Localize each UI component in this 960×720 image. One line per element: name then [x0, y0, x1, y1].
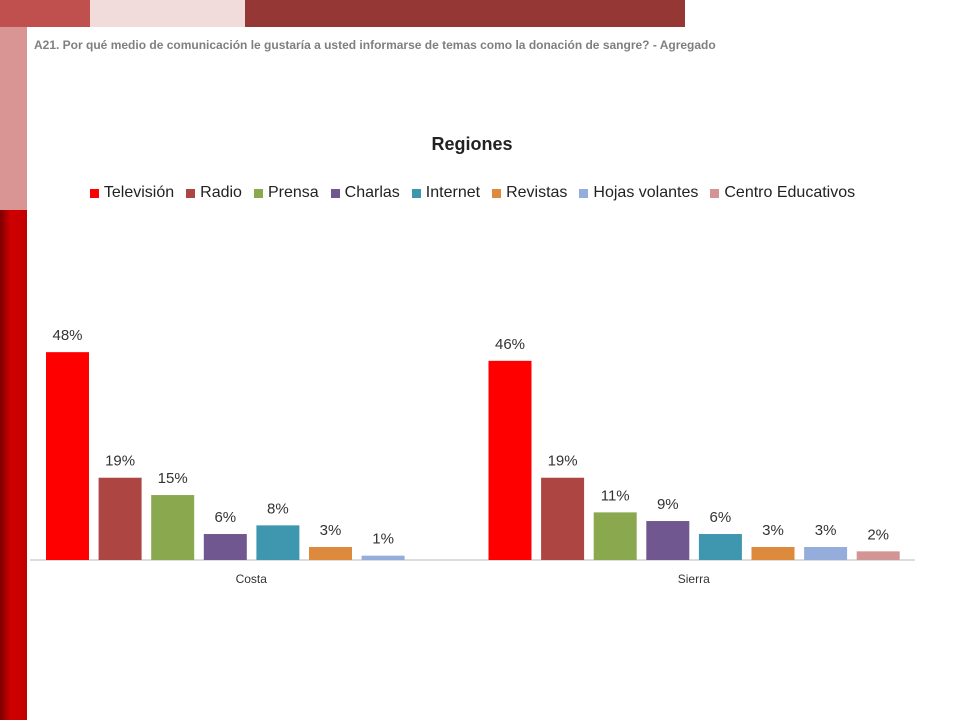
legend-label: Prensa — [267, 184, 319, 201]
bar — [751, 547, 795, 560]
legend-swatch — [186, 188, 196, 198]
legend-label: Internet — [425, 184, 481, 201]
chart-title: Regiones — [431, 134, 512, 154]
x-tick-label: Costa — [236, 572, 268, 586]
decor — [0, 0, 90, 27]
decor — [0, 210, 27, 720]
bar — [151, 495, 195, 560]
bar — [98, 477, 142, 560]
legend-item: Charlas — [330, 184, 400, 202]
decor — [0, 27, 27, 210]
data-label: 3% — [815, 522, 837, 539]
legend-item: Centro Educativos — [710, 184, 855, 202]
decor — [90, 0, 245, 27]
decor — [245, 0, 685, 27]
legend-label: Centro Educativos — [724, 184, 856, 201]
data-label: 1% — [372, 531, 394, 548]
bar — [488, 360, 532, 560]
legend-label: Radio — [200, 184, 242, 201]
bar — [256, 525, 300, 560]
data-label: 9% — [657, 496, 679, 513]
legend-item: Televisión — [89, 184, 175, 202]
bar — [593, 512, 637, 560]
bar — [698, 534, 742, 560]
data-label: 15% — [158, 470, 188, 487]
x-tick-label: Sierra — [678, 572, 710, 586]
legend-item: Revistas — [492, 184, 567, 202]
data-label: 3% — [320, 522, 342, 539]
bar — [46, 352, 89, 560]
data-label: 48% — [52, 327, 82, 344]
bar — [361, 555, 405, 560]
bar — [804, 547, 848, 560]
legend-item: Internet — [411, 184, 481, 202]
legend-label: Televisión — [103, 184, 175, 201]
legend-label: Revistas — [506, 184, 568, 201]
data-label: 6% — [214, 509, 236, 526]
legend-swatch — [89, 188, 99, 198]
bar — [309, 547, 352, 560]
subtitle: A21. Por qué medio de comunicación le gu… — [34, 38, 716, 52]
data-label: 19% — [548, 453, 578, 470]
legend-label: Hojas volantes — [593, 184, 699, 201]
legend-swatch — [492, 188, 502, 198]
bar — [203, 534, 247, 560]
legend-swatch — [411, 188, 421, 198]
bar — [541, 477, 585, 560]
legend-item: Prensa — [253, 184, 319, 202]
data-label: 8% — [267, 500, 289, 517]
data-label: 2% — [867, 526, 889, 543]
legend-item: Hojas volantes — [579, 184, 698, 202]
legend-item: Radio — [186, 184, 242, 202]
data-label: 3% — [762, 522, 784, 539]
data-label: 19% — [105, 453, 135, 470]
legend: Televisión Radio Prensa Charlas Internet Revi… — [30, 184, 915, 202]
legend-label: Charlas — [344, 184, 400, 201]
bar — [646, 521, 690, 560]
legend-swatch — [253, 188, 263, 198]
bar — [856, 551, 900, 560]
legend-swatch — [710, 188, 720, 198]
legend-swatch — [330, 188, 340, 198]
data-label: 6% — [710, 509, 732, 526]
data-label: 46% — [495, 336, 525, 353]
data-label: 11% — [601, 487, 630, 504]
legend-swatch — [579, 188, 589, 198]
